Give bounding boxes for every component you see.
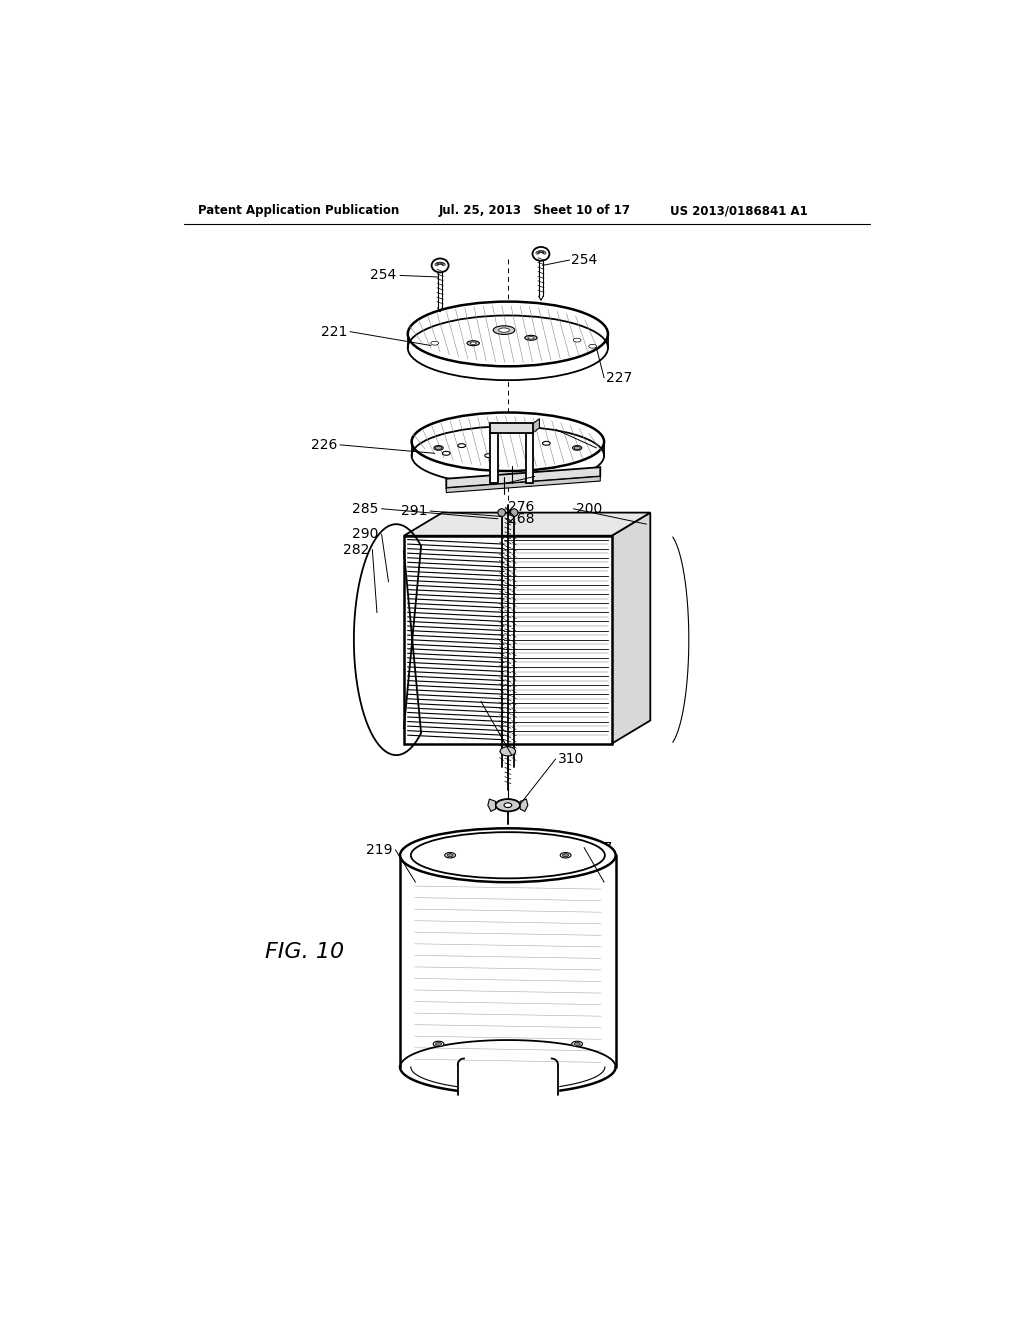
Ellipse shape xyxy=(562,854,568,857)
Ellipse shape xyxy=(413,412,603,484)
Ellipse shape xyxy=(573,338,581,342)
Text: 290: 290 xyxy=(352,527,379,541)
Text: 226: 226 xyxy=(310,438,337,451)
Text: 217: 217 xyxy=(587,841,612,854)
Text: 219: 219 xyxy=(366,843,392,857)
Text: 291: 291 xyxy=(400,504,427,517)
Ellipse shape xyxy=(532,247,550,261)
Ellipse shape xyxy=(589,345,596,348)
Ellipse shape xyxy=(434,446,443,450)
Text: 254: 254 xyxy=(571,253,597,267)
Text: 254: 254 xyxy=(370,268,396,282)
Ellipse shape xyxy=(470,342,476,345)
Ellipse shape xyxy=(525,335,538,341)
Ellipse shape xyxy=(400,829,615,882)
Text: 293: 293 xyxy=(508,477,535,490)
Ellipse shape xyxy=(408,302,608,367)
Text: 234: 234 xyxy=(558,422,584,437)
Ellipse shape xyxy=(494,326,515,334)
Polygon shape xyxy=(611,512,650,743)
Ellipse shape xyxy=(496,799,520,812)
Polygon shape xyxy=(446,477,600,492)
Polygon shape xyxy=(525,433,534,483)
Text: FIG. 10: FIG. 10 xyxy=(265,941,344,961)
Ellipse shape xyxy=(435,446,441,449)
Polygon shape xyxy=(534,418,540,433)
Ellipse shape xyxy=(510,508,518,516)
Ellipse shape xyxy=(504,803,512,808)
Polygon shape xyxy=(446,467,600,488)
Text: 282: 282 xyxy=(343,543,370,557)
Polygon shape xyxy=(400,855,615,1067)
Ellipse shape xyxy=(499,327,509,333)
Ellipse shape xyxy=(484,454,493,458)
Polygon shape xyxy=(490,424,534,433)
Ellipse shape xyxy=(435,1043,441,1045)
Text: US 2013/0186841 A1: US 2013/0186841 A1 xyxy=(670,205,807,218)
Text: 268: 268 xyxy=(508,512,535,525)
Ellipse shape xyxy=(447,854,454,857)
Ellipse shape xyxy=(574,446,581,449)
Ellipse shape xyxy=(500,747,515,756)
Ellipse shape xyxy=(560,853,571,858)
Ellipse shape xyxy=(433,1041,444,1047)
Text: Patent Application Publication: Patent Application Publication xyxy=(199,205,399,218)
Text: 221: 221 xyxy=(322,325,348,339)
Ellipse shape xyxy=(442,451,451,455)
Ellipse shape xyxy=(409,302,607,380)
Text: 285: 285 xyxy=(352,502,379,516)
Ellipse shape xyxy=(412,412,604,471)
Polygon shape xyxy=(487,799,496,812)
Text: Jul. 25, 2013   Sheet 10 of 17: Jul. 25, 2013 Sheet 10 of 17 xyxy=(438,205,631,218)
Ellipse shape xyxy=(571,1041,583,1047)
Ellipse shape xyxy=(458,444,466,447)
Text: 310: 310 xyxy=(558,752,585,766)
Text: 200: 200 xyxy=(575,502,602,516)
Polygon shape xyxy=(490,433,498,483)
Ellipse shape xyxy=(444,853,456,858)
Ellipse shape xyxy=(543,441,550,445)
Polygon shape xyxy=(403,512,650,536)
Ellipse shape xyxy=(572,446,582,450)
Ellipse shape xyxy=(432,259,449,272)
Ellipse shape xyxy=(431,342,438,345)
Polygon shape xyxy=(403,536,611,743)
Ellipse shape xyxy=(528,337,535,339)
Ellipse shape xyxy=(467,341,479,346)
Ellipse shape xyxy=(498,508,506,516)
Text: 227: 227 xyxy=(606,371,633,385)
Text: 298: 298 xyxy=(483,694,510,709)
Polygon shape xyxy=(458,1065,558,1098)
Ellipse shape xyxy=(411,832,605,878)
Text: 276: 276 xyxy=(508,500,535,515)
Ellipse shape xyxy=(574,1043,581,1045)
Polygon shape xyxy=(520,799,528,812)
